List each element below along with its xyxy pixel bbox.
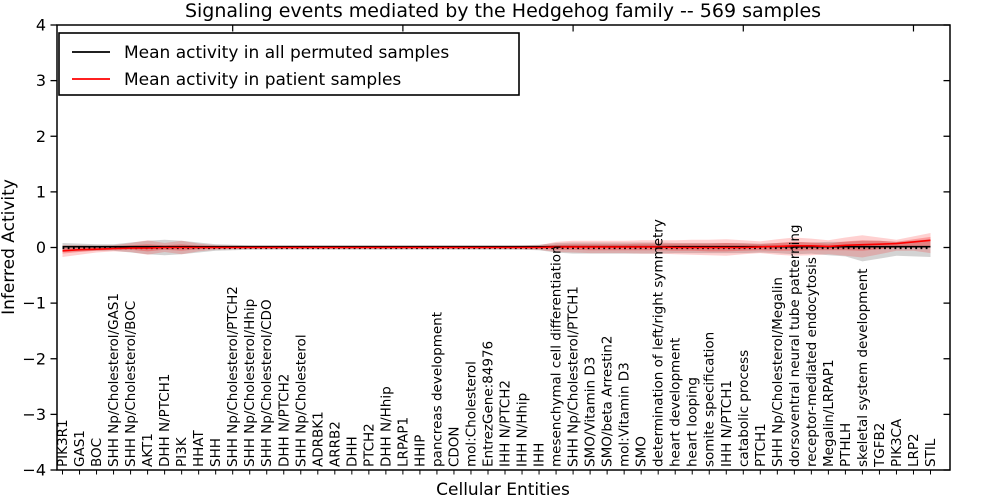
x-tick-label: heart development (668, 338, 684, 467)
x-tick-label: Megalin/LRPAP1 (821, 359, 837, 467)
x-tick-label: LRPAP1 (395, 417, 411, 467)
x-tick-label: somite specification (702, 332, 718, 467)
x-tick-label: IHH N/PTCH2 (498, 380, 514, 467)
x-axis-ticks (62, 470, 931, 475)
x-tick-label: skeletal system development (855, 268, 871, 467)
x-tick-label: CDON (446, 426, 462, 467)
x-axis-tick-labels: PIK3R1 GAS1 BOC SHH Np/Cholesterol/GAS1 SHH … (55, 219, 939, 468)
x-tick-label: SHH Np/Cholesterol/Hhip (242, 299, 258, 467)
y-tick-label: 1 (36, 182, 46, 201)
x-tick-label: PTCH1 (753, 423, 769, 467)
legend: Mean activity in all permuted samples Me… (58, 32, 520, 96)
x-tick-label: AKT1 (140, 433, 156, 467)
y-axis-ticks: −4 −3 −2 −1 0 1 2 3 4 (22, 16, 57, 480)
x-tick-label: DHH N/PTCH2 (276, 374, 292, 467)
x-tick-label: SHH Np/Cholesterol/Megalin (770, 277, 786, 467)
x-tick-label: mol:Vitamin D3 (617, 362, 633, 467)
y-tick-label: 0 (36, 238, 46, 257)
x-tick-label: IHH (532, 443, 548, 467)
x-tick-label: determination of left/right symmetry (651, 219, 667, 467)
x-tick-label: mesenchymal cell differentiation (549, 245, 565, 467)
x-tick-label: ADRBK1 (310, 411, 326, 467)
x-tick-label: IHH N/Hhip (515, 393, 531, 467)
permuted-std-band (62, 239, 931, 262)
y-tick-label: 3 (36, 71, 46, 90)
x-tick-label: DHH N/PTCH1 (157, 374, 173, 467)
y-tick-label: 2 (36, 127, 46, 146)
x-tick-label: BOC (89, 438, 105, 467)
y-axis-label: Inferred Activity (0, 179, 19, 315)
patient-mean-line (62, 239, 931, 252)
x-tick-label: SHH Np/Cholesterol/PTCH1 (566, 286, 582, 467)
line-layer (62, 239, 931, 252)
x-tick-label: IHH N/PTCH1 (719, 380, 735, 467)
x-axis-label: Cellular Entities (436, 480, 570, 500)
x-tick-label: SMO/Vitamin D3 (583, 357, 599, 467)
patient-stderr-band (62, 236, 931, 254)
x-tick-label: TGFB2 (872, 423, 888, 468)
x-tick-label: STIL (923, 438, 939, 467)
legend-label-patient: Mean activity in patient samples (124, 70, 401, 90)
x-tick-label: SHH Np/Cholesterol/CDO (259, 299, 275, 467)
patient-std-band (62, 233, 931, 258)
x-tick-label: SHH Np/Cholesterol/GAS1 (106, 293, 122, 467)
y-tick-label: −2 (22, 349, 46, 368)
chart-title: Signaling events mediated by the Hedgeho… (185, 0, 821, 22)
x-tick-label: SHH (208, 438, 224, 467)
x-tick-label: dorsoventral neural tube patterning (787, 225, 803, 467)
x-tick-label: SMO (634, 436, 650, 467)
x-tick-label: DHH (344, 436, 360, 467)
legend-box (58, 32, 520, 96)
x-tick-label: PTHLH (838, 423, 854, 467)
x-tick-label: PIK3R1 (55, 419, 71, 467)
x-tick-label: heart looping (685, 377, 701, 467)
x-tick-label: SHH Np/Cholesterol (293, 334, 309, 467)
x-tick-label: catabolic process (736, 350, 752, 467)
x-tick-label: SHH Np/Cholesterol/BOC (123, 301, 139, 467)
x-tick-label: pancreas development (429, 312, 445, 467)
band-layer (62, 233, 931, 262)
x-tick-label: PIK3CA (889, 418, 905, 467)
x-tick-label: SHH Np/Cholesterol/PTCH2 (225, 286, 241, 467)
right-axis-ticks (943, 24, 950, 471)
top-axis-ticks (232, 25, 915, 32)
x-tick-label: LRP2 (906, 433, 922, 467)
x-tick-label: receptor-mediated endocytosis (804, 257, 820, 467)
x-tick-label: PTCH2 (361, 423, 377, 467)
x-tick-label: GAS1 (72, 430, 88, 467)
x-tick-label: mol:Cholesterol (463, 361, 479, 467)
x-tick-label: EntrezGene:84976 (480, 341, 496, 467)
x-tick-label: PI3K (174, 436, 190, 467)
y-tick-label: −1 (22, 294, 46, 313)
x-tick-label: SMO/beta Arrestin2 (600, 336, 616, 467)
y-tick-label: 4 (36, 16, 46, 35)
x-tick-label: ARRB2 (327, 421, 343, 467)
legend-label-permuted: Mean activity in all permuted samples (124, 43, 449, 63)
x-tick-label: HHAT (191, 430, 207, 467)
x-tick-label: HHIP (412, 435, 428, 467)
y-tick-label: −3 (22, 405, 46, 424)
x-tick-label: DHH N/Hhip (378, 386, 394, 467)
y-tick-label: −4 (22, 461, 46, 480)
